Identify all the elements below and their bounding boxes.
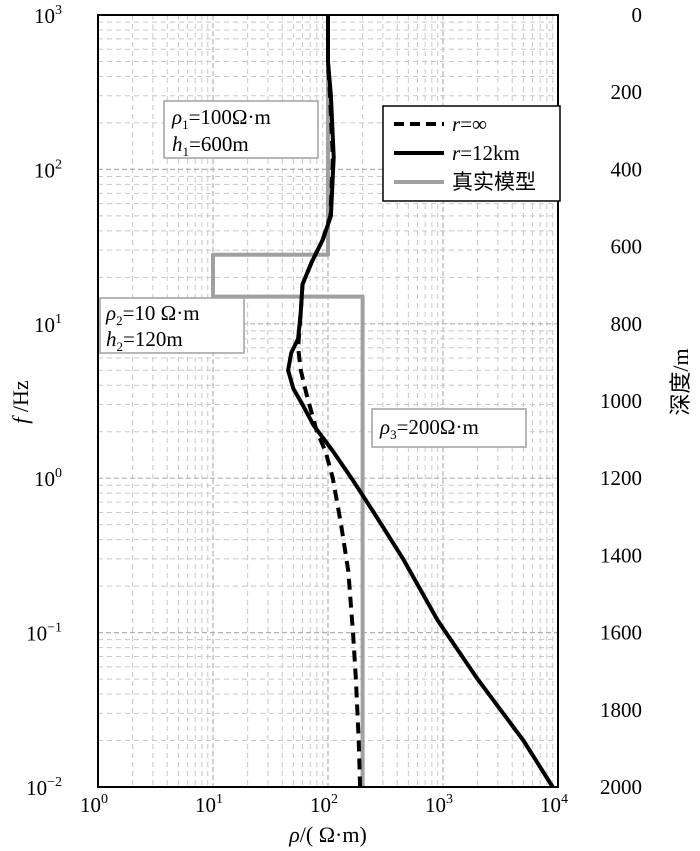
y-tick-label: 10−1 [26,621,62,646]
y2-tick-label: 1400 [600,543,642,567]
x-tick-label: 100 [80,792,108,817]
y-axis-label: f /Hz [8,380,33,424]
legend-item-r-12km: r=12km [394,141,520,165]
y2-tick-label: 200 [611,80,643,104]
y-tick-labels: 10−2 10−1 100 101 102 103 [26,3,62,800]
y2-tick-label: 1200 [600,466,642,490]
legend: r=∞ r=12km 真实模型 [382,105,561,202]
y2-tick-label: 1600 [600,621,642,645]
y-tick-label: 103 [34,3,62,28]
x-axis-label: ρ/( Ω·m) [288,822,367,847]
annotations: ρ1=100Ω·m h1=600m ρ2=10 Ω·m h2=120m ρ3=2… [99,100,527,448]
y2-tick-label: 0 [632,3,643,27]
x-tick-labels: 100 101 102 103 104 [80,792,568,817]
y2-tick-label: 2000 [600,775,642,799]
y2-axis-label: 深度/m [668,348,693,415]
annotation-rho1-line2: h1=600m [172,132,249,159]
series-line-1 [286,15,555,789]
y2-tick-label: 1000 [600,389,642,413]
y2-tick-label: 1800 [600,698,642,722]
series-line-0 [296,15,363,788]
y2-tick-label: 400 [611,157,643,181]
x-tick-label: 102 [310,792,338,817]
annotation-rho2-line2: h2=120m [106,327,183,354]
annotation-rho3-line1: ρ3=200Ω·m [379,415,479,442]
legend-label-true-model: 真实模型 [452,170,536,194]
x-tick-label: 103 [425,792,453,817]
x-tick-label: 104 [540,792,568,817]
annotation-rho2-line1: ρ2=10 Ω·m [105,301,200,328]
y-tick-label: 101 [34,312,62,337]
y-tick-label: 10−2 [26,775,62,800]
legend-item-r-infinity: r=∞ [394,112,487,136]
legend-label-r-infinity: r=∞ [452,112,487,136]
legend-label-r-12km: r=12km [452,141,520,165]
annotation-rho1-line1: ρ1=100Ω·m [171,105,271,132]
y2-tick-label: 800 [611,312,643,336]
series-line-2 [211,15,365,787]
y-tick-label: 102 [34,157,62,182]
series-layer [211,15,555,789]
annotation-rho2: ρ2=10 Ω·m h2=120m [99,297,245,354]
annotation-rho1: ρ1=100Ω·m h1=600m [163,100,319,159]
annotation-rho3: ρ3=200Ω·m [371,408,527,448]
y-tick-label: 100 [34,466,62,491]
y2-tick-label: 600 [611,235,643,259]
legend-item-true-model: 真实模型 [394,170,536,194]
plot-frame [97,14,559,788]
x-tick-label: 101 [195,792,223,817]
y2-tick-labels: 0 200 400 600 800 1000 1200 1400 1600 1800 2000 [600,3,642,799]
